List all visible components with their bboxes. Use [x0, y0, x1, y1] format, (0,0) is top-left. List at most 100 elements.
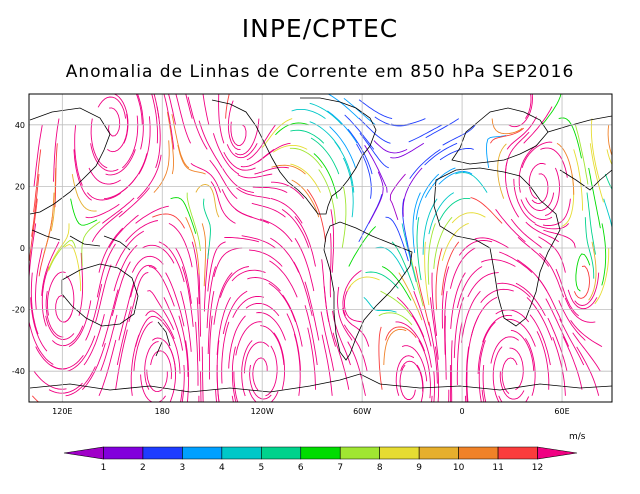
streamline	[153, 94, 160, 119]
streamline	[111, 261, 131, 316]
streamline	[45, 315, 75, 340]
streamline	[588, 241, 597, 301]
streamline	[518, 144, 538, 193]
streamline	[408, 124, 443, 143]
streamline	[552, 336, 566, 396]
streamline	[35, 346, 67, 370]
streamline	[121, 115, 139, 169]
colorbar-label: 7	[337, 463, 343, 473]
streamline	[574, 272, 600, 306]
streamline	[140, 374, 166, 402]
streamline	[540, 147, 568, 178]
streamline	[86, 192, 121, 201]
streamline	[451, 212, 486, 224]
streamline	[428, 321, 438, 384]
streamline	[499, 371, 525, 400]
colorbar-swatch	[63, 446, 104, 460]
streamline	[177, 144, 206, 175]
streamline	[180, 389, 183, 402]
colorbar-swatch	[379, 446, 420, 460]
streamline	[150, 350, 172, 380]
streamline	[248, 389, 279, 402]
streamline	[88, 167, 121, 185]
streamline	[450, 272, 466, 329]
streamline	[142, 244, 175, 264]
streamline	[218, 94, 225, 144]
streamline	[249, 364, 272, 400]
streamline	[161, 321, 181, 374]
streamline	[97, 96, 127, 119]
streamline	[271, 181, 305, 199]
streamline	[153, 140, 170, 193]
colorbar-swatch	[497, 446, 538, 460]
streamline	[412, 192, 421, 253]
streamline	[398, 272, 423, 321]
streamline	[573, 265, 590, 299]
streamline	[528, 162, 546, 200]
colorbar-label: 8	[377, 463, 383, 473]
chart-title: INPE/CPTEC	[241, 14, 399, 43]
streamline	[525, 221, 559, 243]
streamline	[261, 118, 293, 149]
streamline	[564, 297, 596, 323]
coastline-antarctica	[29, 373, 612, 393]
streamline	[306, 189, 326, 242]
streamline	[348, 226, 377, 267]
streamline	[33, 124, 43, 187]
colorbar-swatch	[221, 446, 262, 460]
streamline	[245, 302, 280, 317]
streamline	[91, 210, 123, 243]
streamline	[509, 347, 524, 391]
streamline	[304, 281, 320, 341]
streamline	[43, 192, 55, 254]
streamline	[291, 179, 320, 218]
streamline	[606, 149, 612, 166]
streamline	[198, 120, 223, 169]
streamline	[332, 332, 350, 390]
streamline	[478, 340, 486, 402]
streamline	[30, 297, 48, 352]
streamline	[219, 266, 249, 298]
streamline	[128, 271, 149, 323]
streamline	[604, 173, 612, 191]
streamline	[378, 312, 413, 326]
lat-tick-label: -20	[12, 306, 25, 315]
colorbar-label: 4	[219, 463, 225, 473]
streamline	[576, 346, 600, 396]
streamline	[272, 144, 308, 153]
streamline	[120, 153, 148, 193]
streamline	[54, 143, 58, 208]
streamline	[506, 116, 537, 150]
streamline	[458, 240, 493, 256]
streamline	[30, 272, 39, 335]
streamline	[525, 192, 555, 211]
streamline	[435, 247, 443, 311]
streamline	[344, 114, 375, 150]
streamline	[201, 346, 204, 402]
streamline	[424, 142, 458, 166]
streamline	[210, 181, 236, 224]
streamline	[572, 332, 601, 372]
streamline	[375, 246, 406, 275]
streamline	[321, 259, 330, 322]
streamline	[441, 222, 469, 261]
streamline	[35, 247, 43, 311]
colorbar-swatch	[537, 446, 578, 460]
colorbar-swatch	[182, 446, 223, 460]
streamline	[234, 208, 270, 224]
streamline	[41, 241, 60, 296]
streamline	[513, 178, 536, 224]
streamline	[116, 306, 132, 366]
streamline	[163, 94, 175, 150]
streamline	[152, 213, 185, 229]
streamline	[390, 142, 425, 159]
streamline	[480, 288, 514, 303]
streamline	[181, 266, 194, 327]
streamline	[321, 334, 333, 396]
streamline	[70, 198, 98, 226]
streamline	[427, 223, 436, 285]
streamline	[431, 395, 433, 402]
colorbar-units: m/s	[569, 432, 586, 442]
streamline	[389, 173, 406, 221]
colorbar-label: 6	[298, 463, 304, 473]
